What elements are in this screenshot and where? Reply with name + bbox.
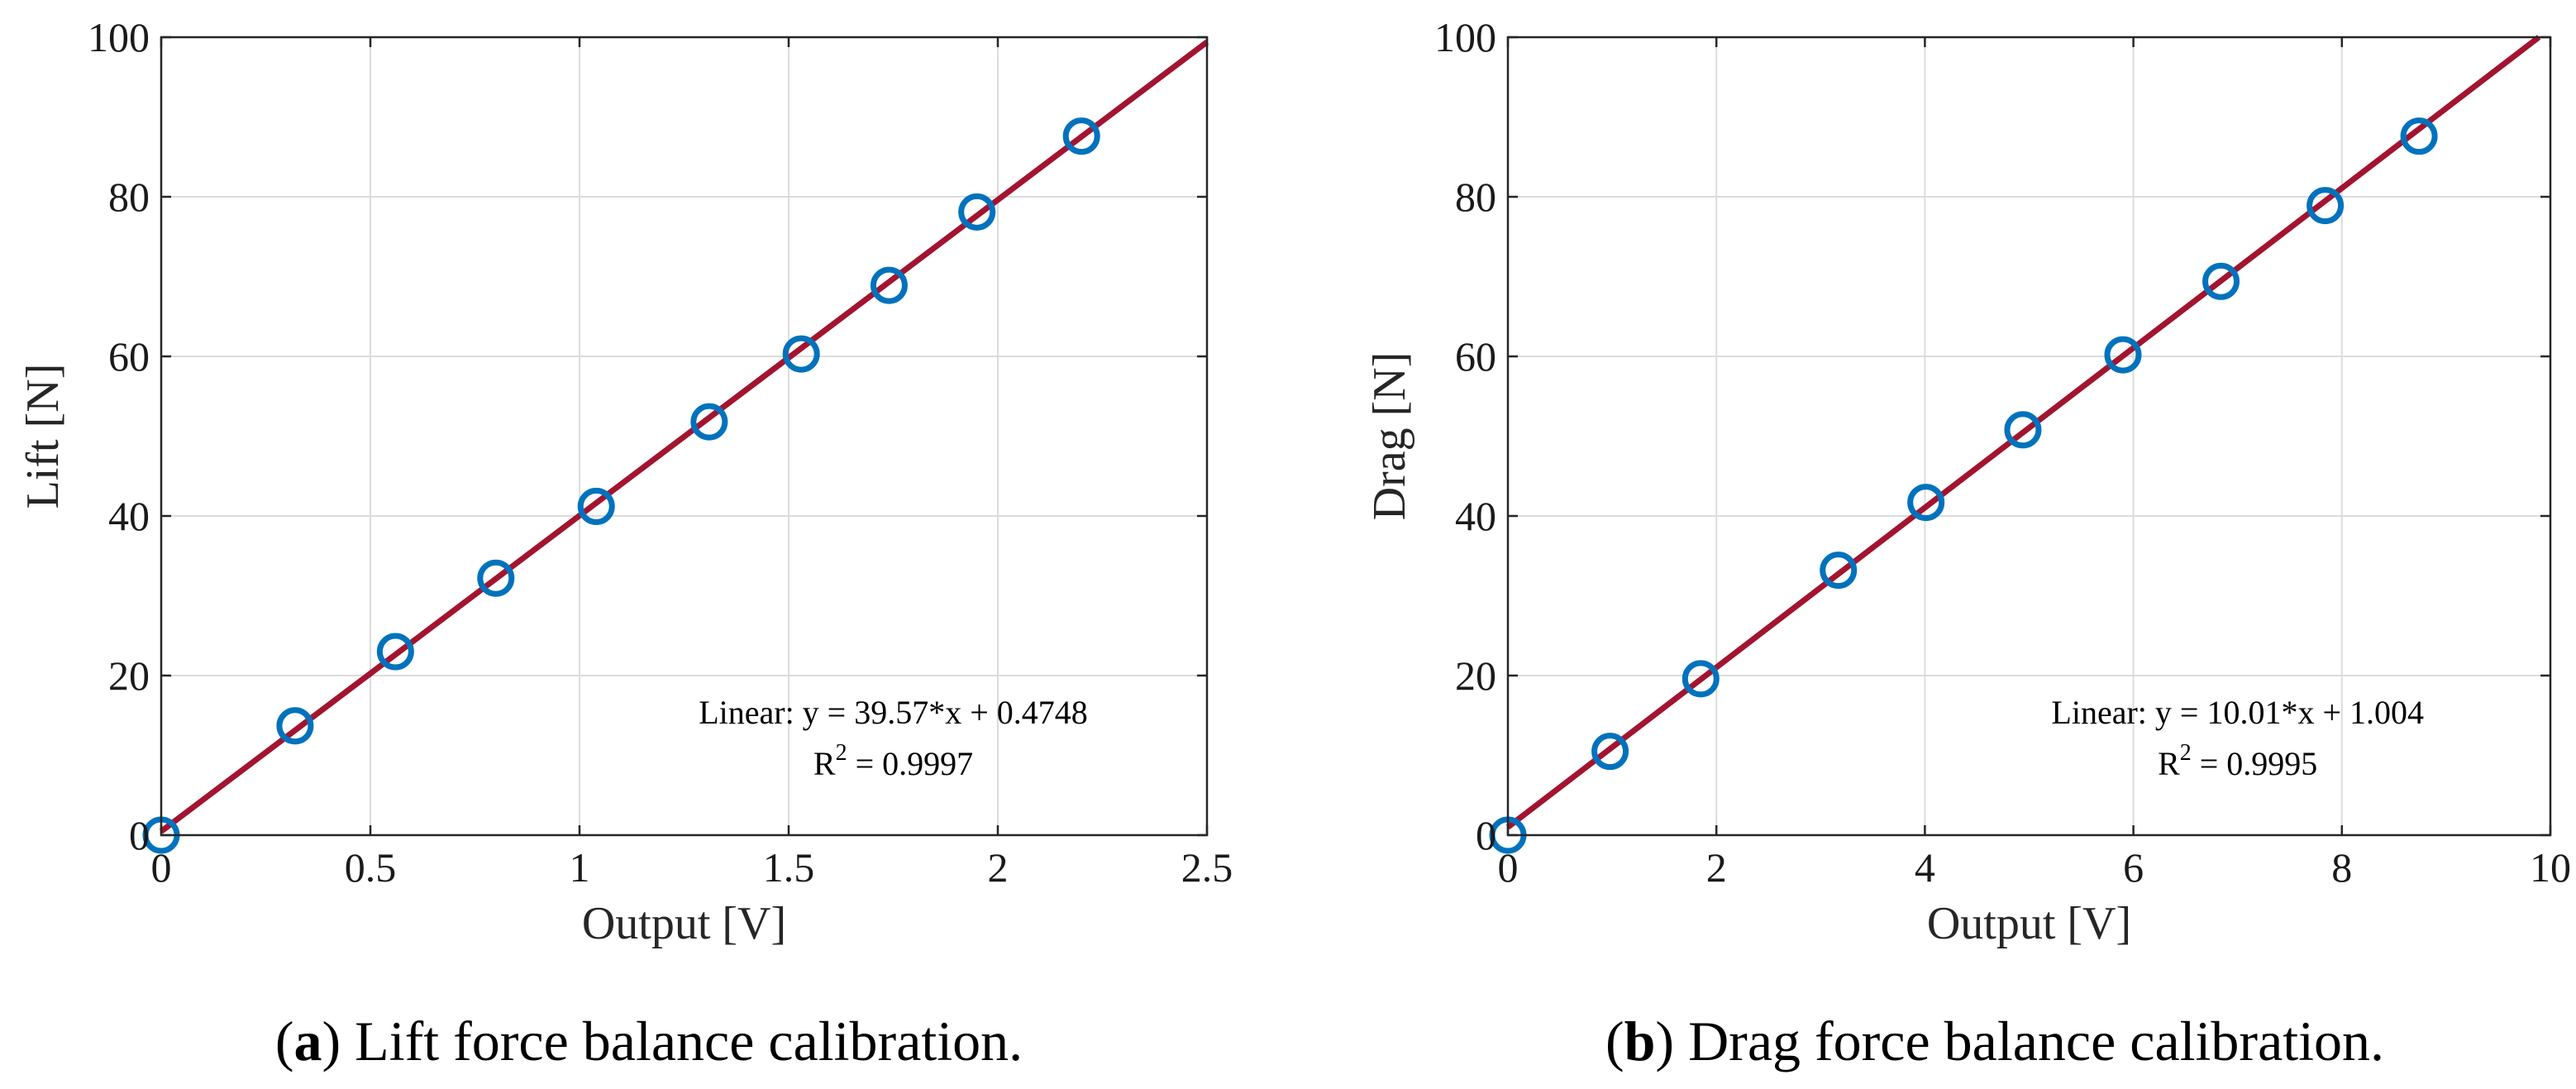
caption-close-paren: ) — [322, 1010, 341, 1072]
panel-a: 0 0.5 1 1.5 2 2.5 0 20 40 60 80 100 Output [V] Lift [… — [17, 14, 1233, 1072]
y-tick-label: 100 — [88, 14, 150, 60]
data-point — [577, 487, 615, 525]
y-tick-label: 80 — [1455, 174, 1496, 220]
caption-letter: b — [1624, 1010, 1656, 1072]
caption-text: Drag force balance calibration. — [1674, 1010, 2384, 1072]
r-squared: R2 = 0.9995 — [2158, 740, 2317, 782]
fit-equation: Linear: y = 39.57*x + 0.4748 — [699, 694, 1088, 731]
y-tick-label: 60 — [108, 333, 150, 380]
axes-box — [1506, 36, 2552, 837]
data-point — [376, 633, 414, 671]
panel-caption: (b) Drag force balance calibration. — [1605, 1010, 2384, 1072]
data-point — [782, 335, 820, 373]
data-point — [870, 266, 908, 304]
data-point — [958, 193, 996, 231]
data-point — [1907, 484, 1945, 522]
r-squared-value: = 0.9997 — [847, 745, 974, 782]
y-axis-label: Lift [N] — [17, 364, 69, 509]
data-point — [2004, 411, 2042, 449]
x-tick-label: 2 — [1706, 844, 1727, 891]
caption-open-paren: ( — [1605, 1010, 1624, 1072]
data-point — [2202, 262, 2240, 300]
x-axis-label: Output [V] — [582, 898, 786, 949]
r-squared-value: = 0.9995 — [2192, 745, 2318, 782]
data-point — [1682, 660, 1720, 698]
x-tick-label: 10 — [2530, 844, 2571, 891]
caption-open-paren: ( — [275, 1010, 294, 1072]
data-point — [2400, 117, 2438, 155]
r-squared-prefix: R — [2158, 745, 2180, 782]
y-tick-label: 80 — [108, 174, 150, 220]
x-tick-label: 1 — [570, 844, 590, 891]
data-point — [2306, 187, 2345, 225]
r-squared: R2 = 0.9997 — [813, 740, 973, 782]
y-tick-label: 100 — [1434, 14, 1496, 60]
data-point — [1591, 733, 1629, 771]
x-tick-label: 6 — [2123, 844, 2144, 891]
caption-letter: a — [294, 1010, 322, 1072]
y-tick-label: 20 — [1455, 652, 1496, 699]
y-tick-label: 20 — [108, 652, 150, 699]
x-tick-label: 8 — [2331, 844, 2352, 891]
y-tick-label: 0 — [129, 812, 150, 858]
fit-line — [159, 39, 1209, 834]
r-squared-prefix: R — [813, 745, 836, 782]
panel-caption: (a) Lift force balance calibration. — [275, 1010, 1023, 1072]
fit-line — [1505, 35, 2541, 830]
y-tick-label: 0 — [1476, 812, 1496, 858]
r-squared-exponent: 2 — [836, 740, 847, 766]
axes-box — [160, 36, 1209, 837]
x-tick-label: 2.5 — [1181, 844, 1233, 891]
y-axis-label: Drag [N] — [1364, 352, 1415, 521]
data-point — [2104, 336, 2142, 374]
data-point — [690, 403, 728, 441]
y-tick-label: 60 — [1455, 333, 1496, 380]
r-squared-exponent: 2 — [2180, 740, 2192, 766]
y-tick-label: 40 — [1455, 493, 1496, 539]
caption-text: Lift force balance calibration. — [341, 1010, 1023, 1072]
y-tick-label: 40 — [108, 493, 150, 539]
data-point — [1820, 552, 1858, 590]
caption-close-paren: ) — [1655, 1010, 1674, 1072]
x-tick-label: 0 — [1498, 844, 1519, 891]
x-tick-label: 1.5 — [763, 844, 815, 891]
x-tick-label: 0 — [151, 844, 172, 891]
data-point — [276, 707, 314, 745]
data-point — [477, 559, 515, 597]
x-axis-label: Output [V] — [1927, 898, 2131, 949]
x-tick-label: 2 — [988, 844, 1009, 891]
x-tick-label: 4 — [1915, 844, 1935, 891]
fit-equation: Linear: y = 10.01*x + 1.004 — [2051, 694, 2424, 731]
x-tick-label: 0.5 — [345, 844, 397, 891]
data-point — [1062, 117, 1100, 155]
